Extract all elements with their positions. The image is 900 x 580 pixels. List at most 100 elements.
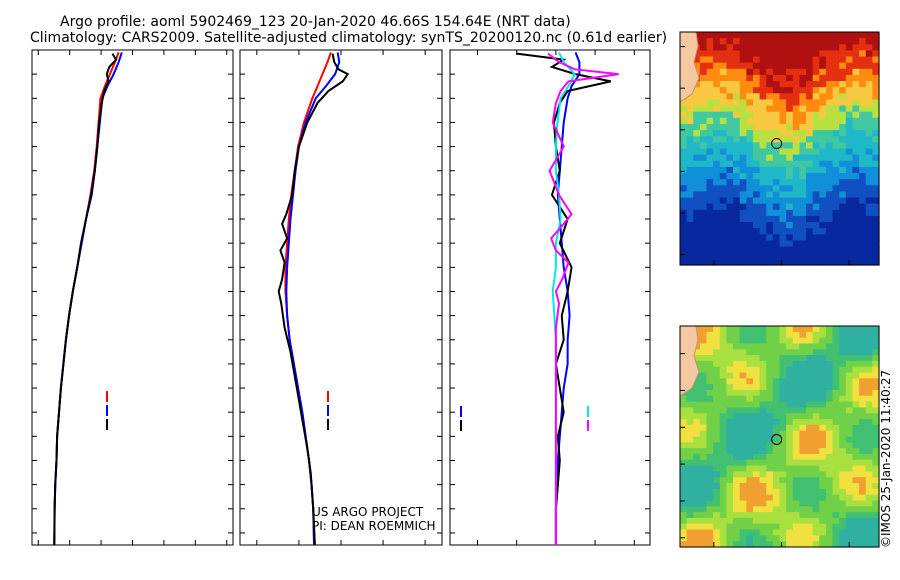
sst_map-cell — [832, 203, 840, 211]
sla_map-cell — [839, 529, 847, 536]
sla_map-cell — [739, 331, 747, 339]
sla_map-cell — [693, 523, 701, 531]
sla_map-cell — [772, 494, 781, 502]
sla_map-cell — [759, 436, 767, 443]
sla_map-cell — [699, 331, 708, 339]
sla_map-cell — [792, 465, 800, 472]
sst_map-cell — [719, 185, 728, 193]
sla_map-cell — [759, 535, 767, 542]
sst_map-cell — [739, 130, 747, 137]
sst_map-cell — [806, 240, 814, 248]
sst_map-cell — [746, 148, 754, 156]
sst_map-cell — [839, 209, 847, 217]
sla_map-cell — [799, 448, 807, 455]
sla_map-cell — [752, 494, 761, 502]
sla_map-cell — [852, 389, 860, 397]
sla_map-cell — [825, 326, 834, 333]
sla_map-cell — [852, 407, 860, 414]
sst_map-cell — [872, 93, 880, 101]
sla_map-cell — [859, 424, 867, 432]
sla_map-cell — [713, 448, 721, 455]
sst_map-cell — [726, 166, 734, 174]
sla_map-cell — [839, 459, 847, 467]
sla_map-cell — [706, 483, 714, 490]
sla_map-cell — [806, 517, 814, 525]
sst_map-cell — [865, 197, 873, 205]
sst_map-cell — [772, 160, 781, 168]
sla_map-cell — [819, 430, 827, 438]
sst_map-cell — [825, 81, 834, 88]
sla_map-cell — [865, 430, 873, 438]
sla_map-cell — [726, 465, 734, 472]
sla_map-cell — [865, 506, 873, 513]
sst_map-cell — [713, 38, 721, 45]
sla_map-cell — [859, 407, 867, 414]
sla_map-cell — [713, 529, 721, 536]
sla_map-cell — [739, 500, 747, 507]
sla_map-cell — [792, 424, 800, 432]
sst_map-cell — [812, 68, 820, 76]
sst_map-cell — [799, 38, 807, 45]
sla_map-cell — [772, 488, 781, 496]
sla_map-cell — [839, 436, 847, 443]
sla_map-cell — [779, 506, 787, 513]
sst_map-cell — [706, 99, 714, 107]
sst_map-cell — [852, 111, 860, 119]
sla_map-cell — [832, 424, 840, 432]
sla_map-cell — [865, 384, 873, 391]
sla_map-cell — [806, 419, 814, 426]
sst_map-cell — [852, 197, 860, 205]
sla_map-cell — [719, 535, 728, 542]
sst_map-cell — [825, 148, 834, 156]
sst_map-cell — [825, 74, 834, 82]
sst_map-cell — [812, 87, 820, 94]
sla_map-cell — [839, 331, 847, 339]
sst_map-cell — [819, 209, 827, 217]
sla_map-cell — [865, 413, 873, 420]
sla_map-cell — [872, 360, 880, 368]
sst_map-cell — [752, 32, 761, 39]
sst_map-cell — [872, 246, 880, 254]
sst_map-cell — [825, 209, 834, 217]
sst_map-cell — [759, 252, 767, 260]
sla_map-cell — [845, 535, 854, 542]
sla_map-cell — [733, 331, 741, 339]
sst_map-cell — [806, 123, 814, 131]
sla_map-cell — [792, 378, 800, 385]
sst_map-cell — [872, 32, 880, 39]
sst_map-cell — [772, 252, 781, 260]
sla_map-cell — [792, 360, 800, 368]
sla_map-cell — [872, 453, 880, 461]
sla_map-cell — [852, 436, 860, 443]
sst_map-cell — [779, 160, 787, 168]
sst_map-cell — [799, 136, 807, 143]
sst_map-cell — [799, 99, 807, 107]
sla_map-cell — [872, 483, 880, 490]
sst_map-cell — [859, 44, 867, 51]
sst_map-cell — [819, 111, 827, 119]
sla_map-cell — [766, 500, 774, 507]
sst_map-cell — [845, 173, 854, 180]
sst_map-cell — [779, 197, 787, 205]
sla_map-cell — [726, 430, 734, 438]
sla_map-cell — [733, 517, 741, 525]
sst_map-cell — [872, 56, 880, 64]
sst_map-cell — [825, 44, 834, 51]
sst_map-cell — [686, 252, 694, 260]
sst_map-cell — [832, 154, 840, 162]
sst_map-cell — [852, 44, 860, 51]
sla_map-cell — [766, 389, 774, 397]
sst_map-cell — [726, 179, 734, 186]
sst_map-cell — [719, 93, 728, 101]
sst_map-cell — [726, 62, 734, 70]
sla_map-cell — [799, 453, 807, 461]
sla_map-cell — [719, 355, 728, 362]
sla_map-cell — [766, 424, 774, 432]
sla_map-cell — [799, 523, 807, 531]
sla_map-cell — [733, 372, 741, 379]
sst_map-cell — [766, 215, 774, 223]
sst_map-cell — [766, 185, 774, 193]
sst_map-cell — [680, 111, 688, 119]
sst_map-cell — [865, 142, 873, 150]
sst_map-cell — [806, 228, 814, 235]
